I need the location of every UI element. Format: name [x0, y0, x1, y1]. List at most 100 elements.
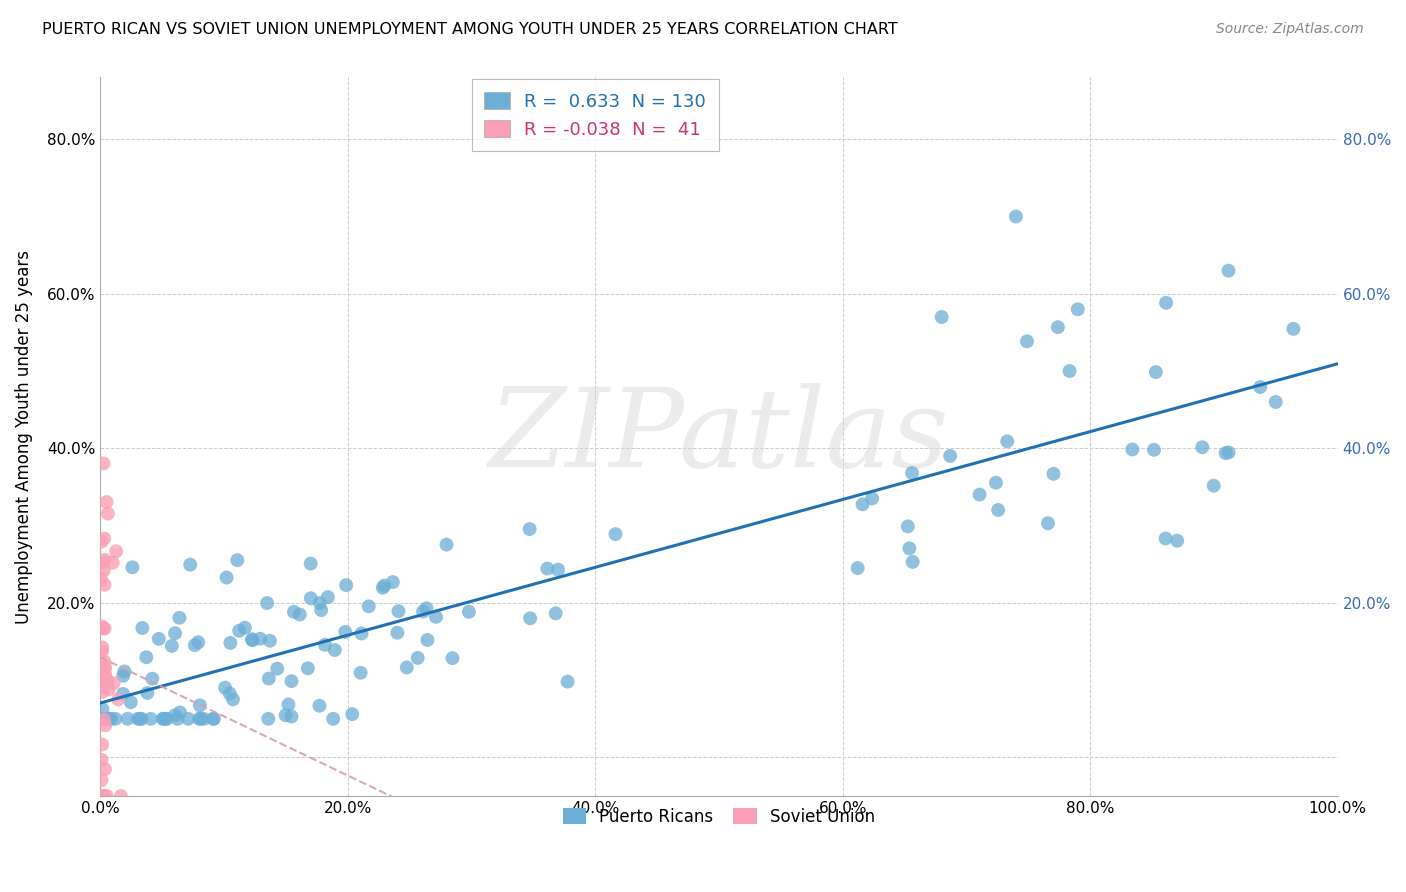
- Point: [215, 570, 238, 584]
- Point: [851, 497, 873, 511]
- Point: [1154, 295, 1177, 310]
- Point: [308, 698, 330, 713]
- Point: [373, 578, 395, 592]
- Point: [114, 665, 136, 679]
- Point: [233, 621, 256, 635]
- Point: [350, 626, 373, 640]
- Point: [1215, 446, 1237, 460]
- Point: [557, 674, 579, 689]
- Text: Source: ZipAtlas.com: Source: ZipAtlas.com: [1216, 22, 1364, 37]
- Point: [357, 599, 380, 614]
- Point: [166, 712, 188, 726]
- Point: [93, 789, 115, 803]
- Point: [155, 712, 177, 726]
- Point: [93, 713, 115, 727]
- Point: [97, 507, 120, 521]
- Point: [387, 604, 409, 618]
- Point: [156, 712, 179, 726]
- Point: [309, 596, 332, 610]
- Point: [120, 695, 142, 709]
- Point: [169, 611, 191, 625]
- Point: [187, 635, 209, 649]
- Point: [91, 738, 114, 752]
- Point: [277, 698, 299, 712]
- Point: [222, 692, 245, 706]
- Point: [1015, 334, 1038, 349]
- Point: [1144, 365, 1167, 379]
- Point: [96, 495, 118, 509]
- Point: [1282, 322, 1305, 336]
- Point: [163, 708, 186, 723]
- Point: [104, 712, 127, 726]
- Point: [96, 789, 118, 803]
- Point: [112, 687, 135, 701]
- Point: [93, 563, 115, 577]
- Point: [995, 434, 1018, 449]
- Point: [107, 692, 129, 706]
- Point: [91, 640, 114, 655]
- Point: [266, 662, 288, 676]
- Point: [931, 310, 953, 324]
- Point: [169, 706, 191, 720]
- Point: [152, 712, 174, 726]
- Text: PUERTO RICAN VS SOVIET UNION UNEMPLOYMENT AMONG YOUTH UNDER 25 YEARS CORRELATION: PUERTO RICAN VS SOVIET UNION UNEMPLOYMEN…: [42, 22, 898, 37]
- Point: [91, 645, 114, 659]
- Point: [117, 712, 139, 726]
- Point: [1036, 516, 1059, 531]
- Point: [1067, 302, 1090, 317]
- Point: [91, 621, 114, 635]
- Point: [184, 638, 207, 652]
- Y-axis label: Unemployment Among Youth under 25 years: Unemployment Among Youth under 25 years: [15, 250, 32, 624]
- Point: [415, 601, 437, 615]
- Point: [219, 687, 242, 701]
- Point: [425, 610, 447, 624]
- Point: [1191, 440, 1213, 454]
- Point: [193, 712, 215, 726]
- Point: [136, 686, 159, 700]
- Point: [93, 655, 115, 669]
- Point: [1046, 320, 1069, 334]
- Point: [112, 669, 135, 683]
- Point: [148, 632, 170, 646]
- Point: [406, 651, 429, 665]
- Point: [1249, 380, 1271, 394]
- Point: [93, 456, 115, 470]
- Point: [94, 660, 117, 674]
- Point: [387, 625, 409, 640]
- Point: [259, 633, 281, 648]
- Point: [257, 672, 280, 686]
- Point: [536, 561, 558, 575]
- Point: [91, 685, 114, 699]
- Point: [257, 712, 280, 726]
- Point: [280, 674, 302, 689]
- Point: [901, 466, 924, 480]
- Point: [188, 712, 211, 726]
- Point: [349, 665, 371, 680]
- Point: [288, 607, 311, 622]
- Point: [160, 639, 183, 653]
- Point: [412, 605, 434, 619]
- Point: [127, 712, 149, 726]
- Point: [314, 638, 336, 652]
- Point: [96, 712, 118, 726]
- Point: [544, 607, 567, 621]
- Point: [299, 557, 322, 571]
- Point: [395, 660, 418, 674]
- Point: [226, 553, 249, 567]
- Point: [371, 581, 394, 595]
- Point: [93, 553, 115, 567]
- Point: [605, 527, 627, 541]
- Point: [90, 712, 112, 726]
- Point: [188, 698, 211, 713]
- Point: [202, 712, 225, 726]
- Point: [219, 636, 242, 650]
- Point: [96, 673, 118, 688]
- Point: [1218, 263, 1240, 277]
- Point: [436, 538, 458, 552]
- Point: [283, 605, 305, 619]
- Point: [322, 712, 344, 726]
- Point: [898, 541, 921, 556]
- Point: [335, 578, 357, 592]
- Point: [342, 707, 364, 722]
- Point: [939, 449, 962, 463]
